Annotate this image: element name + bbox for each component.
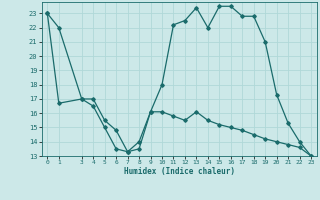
X-axis label: Humidex (Indice chaleur): Humidex (Indice chaleur): [124, 167, 235, 176]
